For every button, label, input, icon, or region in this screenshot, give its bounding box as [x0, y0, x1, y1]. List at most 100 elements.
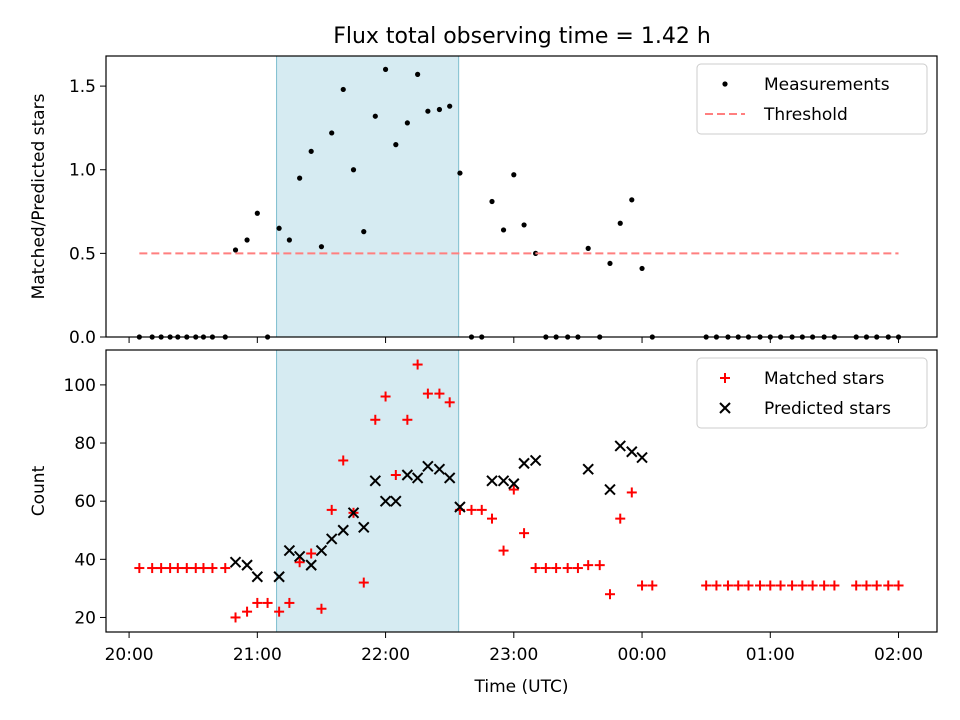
bottom-ytick-label: 40: [74, 550, 96, 570]
bottom-xtick-label: 20:00: [105, 645, 154, 665]
matched-star-point: [594, 560, 605, 571]
top-ytick-label: 0.0: [69, 328, 96, 348]
predicted-star-point: [518, 457, 530, 470]
matched-star-point: [562, 563, 573, 574]
predicted-star-point: [443, 472, 456, 484]
matched-star-point: [711, 580, 722, 591]
x-b: [626, 446, 638, 458]
bottom-xtick-label: 00:00: [618, 645, 667, 665]
predicted-star-point: [337, 524, 349, 536]
predicted-star-point: [347, 507, 360, 519]
matched-star-point: [508, 484, 519, 495]
matched-star-point: [316, 603, 327, 614]
matched-star-point: [775, 580, 786, 591]
predicted-star-point: [411, 472, 424, 484]
x-b: [411, 472, 424, 484]
legend-label: Predicted stars: [764, 399, 891, 419]
top-legend: Measurements Threshold: [696, 63, 928, 135]
matched-star-point: [883, 580, 894, 591]
matched-star-point: [172, 563, 183, 574]
matched-star-point: [466, 504, 477, 515]
measurement-point: [350, 167, 357, 173]
matched-star-point: [893, 580, 904, 591]
measurement-point: [361, 229, 367, 235]
matched-star-point: [519, 528, 530, 539]
measurement-point: [308, 148, 314, 154]
predicted-star-point: [305, 559, 317, 571]
bottom-series-1: [229, 440, 648, 583]
predicted-star-point: [325, 533, 338, 545]
measurement-point: [329, 130, 335, 136]
legend-label: Measurements: [764, 75, 890, 95]
measurement-point: [244, 237, 250, 243]
matched-star-point: [181, 563, 192, 574]
measurement-point: [457, 170, 463, 176]
predicted-star-point: [486, 475, 498, 487]
matched-star-point: [583, 560, 594, 571]
x-b: [293, 550, 306, 563]
measurement-point: [393, 142, 399, 148]
matched-star-point: [338, 455, 349, 466]
matched-star-point: [487, 513, 498, 524]
top-axes-frame: [105, 55, 938, 338]
x-b: [273, 571, 285, 583]
matched-star-point: [701, 580, 712, 591]
matched-star-point: [604, 589, 615, 600]
matched-star-point: [551, 563, 562, 574]
x-b: [347, 507, 360, 519]
bottom-ylabel: Count: [29, 465, 49, 516]
measurement-point: [340, 86, 346, 93]
x-b: [454, 501, 466, 513]
matched-star-point: [637, 580, 648, 591]
x-b: [315, 544, 328, 557]
x-b: [283, 544, 296, 557]
matched-star-point: [207, 563, 218, 574]
predicted-star-point: [358, 521, 370, 534]
x-b: [508, 478, 520, 490]
matched-star-point: [230, 612, 241, 623]
measurement-point: [436, 106, 443, 113]
measurement-point: [254, 210, 260, 216]
bottom-legend: Matched stars Predicted stars: [696, 357, 928, 429]
matched-star-point: [306, 548, 317, 559]
matched-star-point: [733, 580, 744, 591]
bottom-xtick-label: 01:00: [746, 645, 795, 665]
matched-star-point: [370, 414, 381, 425]
matched-star-point: [198, 563, 209, 574]
measurement-point: [607, 260, 613, 267]
predicted-star-point: [614, 440, 626, 452]
figure-title: Flux total observing time = 1.42 h: [333, 24, 711, 49]
measurement-point: [521, 222, 527, 228]
x-b: [390, 495, 402, 507]
predicted-star-point: [315, 544, 328, 557]
matched-star-point: [540, 563, 551, 574]
top-shaded-region: [276, 55, 460, 338]
predicted-star-point: [433, 463, 446, 475]
predicted-star-point: [379, 495, 392, 507]
x-b: [582, 463, 594, 475]
x-b: [358, 521, 370, 534]
matched-star-point: [530, 563, 541, 574]
measurement-point: [318, 244, 325, 250]
predicted-star-point: [454, 501, 466, 513]
measurement-point: [500, 227, 507, 233]
bottom-xtick-label: 21:00: [233, 645, 282, 665]
matched-star-point: [572, 563, 583, 574]
measurement-point: [382, 66, 389, 72]
top-ytick-label: 0.5: [69, 244, 96, 264]
bottom-series-0: [134, 359, 904, 623]
matched-star-point: [220, 563, 231, 574]
x-b: [497, 475, 510, 487]
bottom-xtick-label: 22:00: [361, 645, 410, 665]
matched-star-point: [262, 597, 273, 608]
predicted-star-point: [401, 469, 414, 481]
top-panel: 0.0 0.5 1.0 1.5 Matched/Predicted stars Measu…: [29, 55, 938, 348]
predicted-star-point: [529, 454, 542, 467]
x-b: [443, 472, 456, 484]
matched-star-point: [284, 597, 295, 608]
matched-star-point: [807, 580, 818, 591]
x-b: [486, 475, 498, 487]
matched-star-point: [787, 580, 798, 591]
x-b: [636, 451, 648, 464]
x-b: [518, 457, 530, 470]
